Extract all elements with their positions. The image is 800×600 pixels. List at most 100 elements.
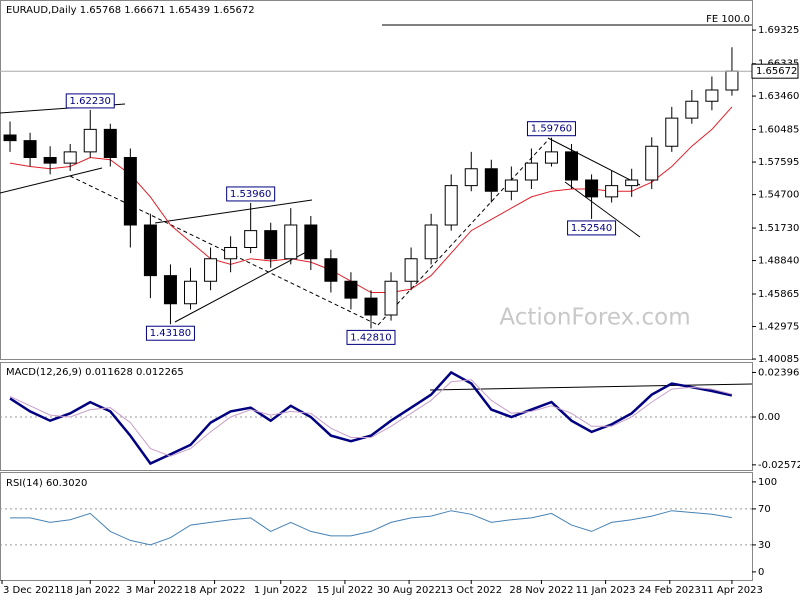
candle-body	[344, 280, 358, 299]
y-tick-label: 30	[758, 540, 771, 551]
candle-body	[3, 134, 17, 142]
candle-body	[504, 179, 518, 192]
price-label-box	[65, 93, 115, 109]
price-label: 1.59760	[531, 124, 572, 135]
x-tick-label: 30 Aug 2022	[377, 585, 441, 596]
rsi-frame	[0, 472, 753, 581]
x-tick-label: 3 Dec 2021	[3, 585, 61, 596]
x-tick-label: 1 Jun 2022	[254, 585, 308, 596]
trendline	[174, 249, 311, 323]
price-label: 1.43180	[150, 328, 191, 339]
price-label-box	[567, 220, 617, 236]
y-tick-label: 1.69325	[758, 25, 799, 36]
price-label: 1.62230	[70, 96, 111, 107]
trendline	[154, 199, 313, 224]
price-label-box	[145, 325, 195, 341]
y-tick-label: 1.57595	[758, 157, 799, 168]
candle-body	[23, 140, 37, 158]
candle-body	[83, 128, 97, 153]
indicator-line	[10, 510, 732, 546]
candle-body	[645, 145, 659, 181]
trendline	[377, 139, 549, 326]
candle-body	[524, 162, 538, 181]
candle-body	[484, 168, 498, 192]
candle-body	[43, 157, 57, 164]
candle-body	[585, 179, 599, 198]
trendline	[0, 167, 103, 194]
y-tick-label: 1.51730	[758, 223, 799, 234]
candle-body	[324, 258, 338, 282]
x-tick-label: 15 Jul 2022	[317, 585, 374, 596]
candle-body	[143, 224, 157, 277]
candle-body	[304, 224, 318, 260]
last-price-box	[751, 63, 799, 79]
candle-body	[184, 280, 198, 305]
trendline	[547, 137, 641, 186]
trendline	[69, 175, 379, 326]
price-label-box	[226, 186, 276, 202]
divergence-line	[429, 383, 753, 391]
trendlines	[0, 103, 753, 391]
candle-body	[725, 70, 739, 91]
y-tick-label: 1.40085	[758, 354, 799, 365]
candle-body	[204, 258, 218, 282]
main-frame	[0, 0, 753, 360]
price-label: 1.42810	[350, 332, 391, 343]
candle-body	[404, 258, 418, 282]
price-label-box	[346, 329, 396, 345]
y-tick-label: 1.42975	[758, 322, 799, 333]
x-tick-label: 18 Jan 2022	[60, 585, 120, 596]
y-tick-label: -0.025726	[758, 460, 800, 471]
y-tick-label: 1.45865	[758, 289, 799, 300]
moving-average	[9, 106, 733, 293]
watermark: ActionForex.com	[499, 305, 690, 331]
candle-body	[103, 128, 117, 158]
candle-body	[123, 157, 137, 226]
macd-title: MACD(12,26,9) 0.011628 0.012265	[6, 367, 184, 378]
candle-body	[685, 100, 699, 119]
price-label: 1.53960	[230, 189, 271, 200]
price-label: 1.52540	[571, 223, 612, 234]
candle-body	[625, 179, 639, 187]
candle-body	[444, 185, 458, 226]
candle-body	[665, 117, 679, 147]
y-tick-label: 0.023963	[758, 367, 800, 378]
y-tick-label: 1.54700	[758, 190, 799, 201]
x-tick-label: 24 Feb 2023	[639, 585, 701, 596]
candle-body	[244, 230, 258, 248]
x-tick-label: 3 Mar 2022	[126, 585, 183, 596]
x-tick-label: 11 Apr 2023	[701, 585, 763, 596]
candle-body	[284, 224, 298, 260]
x-tick-label: 28 Nov 2022	[509, 585, 573, 596]
y-tick-label: 100	[758, 477, 777, 488]
y-tick-label: 70	[758, 504, 771, 515]
level-label: FE 100.0	[706, 14, 750, 25]
y-tick-label: 1.60485	[758, 125, 799, 136]
indicator-line	[9, 370, 733, 466]
rsi-title: RSI(14) 60.3020	[6, 478, 87, 489]
candle-body	[264, 230, 278, 260]
x-tick-label: 13 Oct 2022	[440, 585, 502, 596]
y-tick-label: 0	[758, 567, 764, 578]
trendline	[564, 181, 641, 238]
candle-body	[464, 168, 478, 187]
candle-body	[63, 151, 77, 164]
candle-body	[544, 151, 558, 164]
chart-title: EURAUD,Daily 1.65768 1.66671 1.65439 1.6…	[6, 5, 255, 16]
indicator-line	[9, 379, 733, 457]
candle-body	[163, 275, 177, 305]
candle-body	[605, 185, 619, 198]
last-price-label: 1.65672	[756, 66, 797, 77]
candle-body	[424, 224, 438, 260]
candle-body	[224, 247, 238, 260]
candle-body	[364, 297, 378, 316]
x-tick-label: 11 Jan 2023	[576, 585, 636, 596]
x-tick-label: 18 Apr 2022	[184, 585, 246, 596]
y-tick-label: 1.48840	[758, 256, 799, 267]
y-tick-label: 1.63460	[758, 91, 799, 102]
candle-body	[705, 89, 719, 102]
candle-body	[565, 151, 579, 181]
y-tick-label: 0.00	[758, 412, 780, 423]
